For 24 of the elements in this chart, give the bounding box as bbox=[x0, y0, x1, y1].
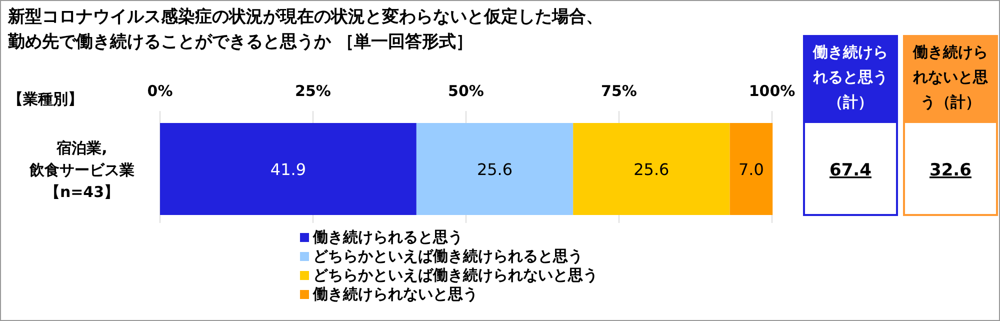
x-tick-label: 50% bbox=[448, 82, 484, 100]
legend-label: どちらかといえば働き続けられないと思う bbox=[313, 266, 598, 284]
bar bbox=[160, 123, 416, 215]
legend-label: 働き続けられると思う bbox=[312, 228, 463, 246]
chart-title: 新型コロナウイルス感染症の状況が現在の状況と変わらないと仮定した場合、勤め先で働き続けることができると思うか ［単一回答形式］ bbox=[7, 7, 603, 52]
legend-label: どちらかといえば働き続けられると思う bbox=[313, 247, 583, 265]
y-axis-title: 【業種別】 bbox=[8, 90, 83, 108]
data-label: 25.6 bbox=[634, 160, 670, 179]
data-label: 32.6 bbox=[930, 160, 972, 180]
x-tick-label: 100% bbox=[748, 82, 796, 100]
y-tick-label: 宿泊業,飲食サービス業【n=43】 bbox=[28, 139, 134, 201]
category-label: 働き続けられると思う（計） bbox=[812, 43, 888, 111]
x-tick-label: 75% bbox=[601, 82, 637, 100]
bar bbox=[416, 123, 574, 215]
bar bbox=[730, 123, 773, 215]
data-label: 7.0 bbox=[738, 160, 764, 179]
category-label: 働き続けられないと思う（計） bbox=[912, 43, 988, 111]
x-tick-label: 0% bbox=[147, 82, 173, 100]
bar bbox=[573, 123, 730, 215]
data-label: 67.4 bbox=[830, 160, 872, 180]
legend-label: 働き続けられないと思う bbox=[312, 285, 478, 303]
data-label: 25.6 bbox=[476, 160, 513, 179]
x-tick-label: 25% bbox=[295, 82, 331, 100]
data-label: 41.9 bbox=[270, 160, 306, 179]
